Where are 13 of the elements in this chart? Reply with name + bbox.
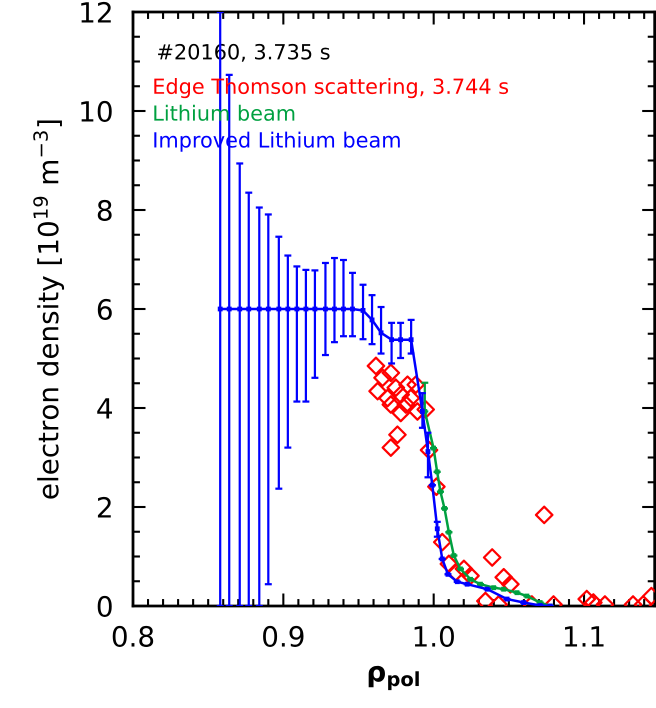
x-axis-title: ρ$_{pol}$ [368, 666, 419, 690]
y-tick-label: 0 [98, 596, 112, 617]
y-axis-title: electron density [10$^{19}$ m$^{−3}$] [33, 120, 64, 499]
y-tick-label: 4 [97, 398, 112, 419]
x-tick-label: 1.1 [564, 626, 604, 647]
x-tick-label: 0.8 [112, 626, 154, 647]
y-tick-label: 10 [81, 100, 112, 122]
y-tick-label: 12 [81, 2, 111, 23]
y-tick-label: 8 [98, 200, 112, 221]
x-tick-label: 0.9 [263, 626, 304, 647]
y-tick-label: 6 [98, 298, 112, 320]
x-tick-label: 1.0 [414, 626, 454, 647]
y-tick-label: 2 [98, 496, 111, 518]
